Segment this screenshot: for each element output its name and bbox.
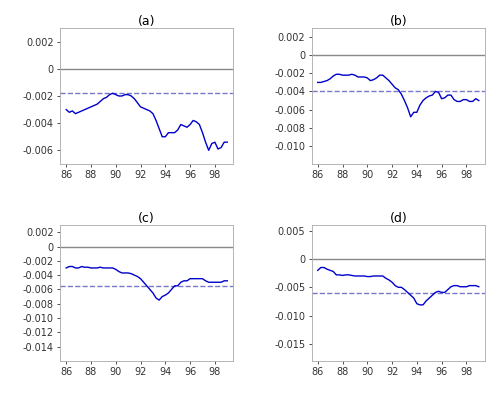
- Title: (d): (d): [390, 212, 407, 225]
- Title: (a): (a): [138, 15, 156, 28]
- Title: (c): (c): [138, 212, 155, 225]
- Title: (b): (b): [390, 15, 407, 28]
